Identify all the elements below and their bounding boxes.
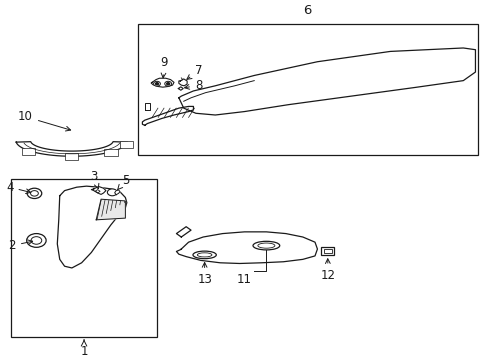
Polygon shape [96,199,125,220]
Text: 12: 12 [320,259,335,282]
Circle shape [27,188,41,198]
Circle shape [164,81,171,86]
Text: 7: 7 [186,64,202,79]
Text: 1: 1 [80,345,88,358]
Text: 5: 5 [117,174,129,190]
Polygon shape [57,186,126,268]
FancyBboxPatch shape [321,247,333,255]
Ellipse shape [257,243,274,248]
Polygon shape [178,87,183,90]
Ellipse shape [252,241,279,250]
Circle shape [107,189,117,196]
Circle shape [30,190,38,196]
Circle shape [27,234,46,247]
Polygon shape [91,186,106,194]
Circle shape [153,81,160,86]
Bar [11,179,157,337]
Text: 2: 2 [8,239,33,252]
Circle shape [31,237,41,244]
Ellipse shape [197,253,211,257]
Text: 11: 11 [236,273,251,286]
Polygon shape [179,48,474,115]
Bar [64,153,78,160]
Polygon shape [16,142,127,156]
Polygon shape [142,107,193,125]
Ellipse shape [193,251,216,259]
Bar [22,148,35,155]
Bar [137,24,477,154]
Text: 4: 4 [6,181,31,194]
Polygon shape [115,190,120,195]
Text: 9: 9 [160,56,168,78]
Circle shape [155,83,158,85]
Circle shape [166,83,169,85]
Text: 6: 6 [303,4,311,17]
Text: 3: 3 [90,170,99,189]
Bar [104,149,118,156]
Polygon shape [151,78,174,87]
FancyBboxPatch shape [323,249,331,253]
Text: 13: 13 [197,262,212,286]
Polygon shape [176,232,317,264]
Polygon shape [179,79,187,86]
Text: 8: 8 [184,78,202,91]
Bar [120,141,133,148]
Text: 10: 10 [18,110,70,131]
